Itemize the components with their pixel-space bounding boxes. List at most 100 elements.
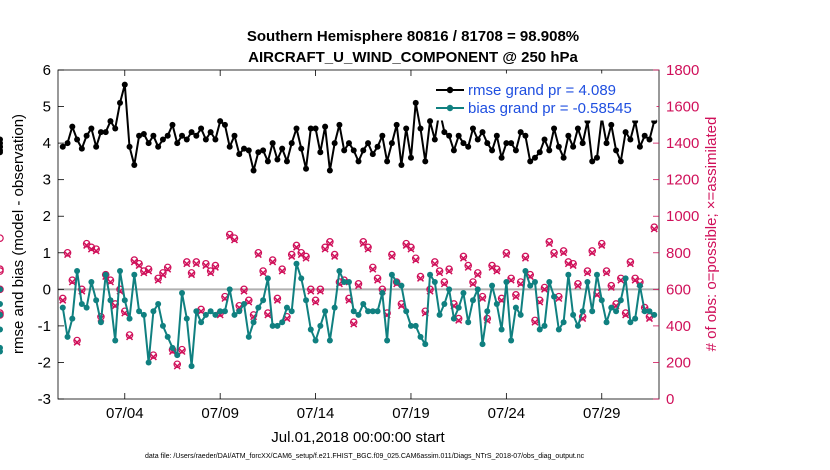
rmse-point [379, 132, 386, 139]
bias-point [527, 282, 534, 289]
obs-assimilated-point [202, 262, 210, 270]
obs-possible-point [392, 278, 401, 286]
rmse-point [427, 118, 434, 125]
bias-point [255, 304, 262, 311]
rmse-point [198, 125, 205, 132]
bias-point [474, 286, 481, 293]
rmse-point [579, 140, 586, 147]
footer-data-file: data file: /Users/raeder/DAI/ATM_forcXX/… [145, 453, 585, 460]
rmse-point [174, 140, 181, 147]
bias-point [403, 308, 410, 315]
obs-assimilated-point [364, 245, 372, 253]
obs-assimilated-point [598, 241, 606, 249]
bias-point [164, 333, 171, 340]
rmse-point [64, 140, 71, 147]
bias-point [560, 319, 567, 326]
obs-assimilated-point [488, 263, 496, 271]
obs-possible-point [240, 285, 248, 294]
rmse-point [446, 132, 453, 139]
y-left-tick-label: -1 [38, 318, 51, 335]
rmse-point [202, 136, 209, 143]
y-right-tick-label: 600 [666, 281, 691, 298]
y-right-tick-label: 800 [666, 245, 691, 262]
rmse-point [541, 136, 548, 143]
bias-point [651, 311, 658, 318]
rmse-point [269, 140, 276, 147]
obs-possible-point [402, 239, 410, 248]
rmse-point [341, 147, 348, 154]
bias-point [574, 322, 581, 329]
bias-point [236, 308, 243, 315]
obs-assimilated-point [173, 362, 181, 370]
obs-possible-point [597, 239, 606, 248]
bias-point [326, 337, 333, 344]
obs-assimilated-point [87, 245, 95, 253]
bias-point [126, 315, 133, 322]
rmse-point [384, 158, 391, 165]
bias-point [202, 311, 209, 318]
obs-assimilated-point [292, 243, 301, 251]
bias-point [508, 337, 515, 344]
bias-point [565, 271, 572, 278]
obs-assimilated-point [188, 271, 196, 279]
chart-title-line1: Southern Hemisphere 80816 / 81708 = 98.9… [247, 28, 579, 45]
obs-assimilated-point [564, 260, 572, 268]
obs-possible-point [545, 238, 554, 246]
rmse-point [279, 145, 286, 152]
obs-assimilated-point [431, 260, 439, 268]
obs-assimilated-point [603, 269, 611, 277]
x-tick-label: 07/09 [201, 405, 239, 422]
plot-frame [57, 69, 660, 400]
obs-possible-point [163, 263, 172, 272]
rmse-point [107, 118, 114, 125]
obs-possible-point [244, 296, 253, 305]
rmse-point [231, 132, 238, 139]
obs-possible-point [173, 360, 182, 369]
obs-assimilated-point [297, 251, 305, 259]
rmse-point [560, 154, 567, 161]
obs-possible-point [431, 258, 439, 266]
bias-point [431, 279, 438, 286]
bias-point [412, 322, 419, 329]
rmse-point [646, 136, 653, 143]
obs-assimilated-point [321, 245, 329, 253]
obs-possible-point [574, 280, 582, 288]
rmse-point [617, 158, 624, 165]
obs-possible-point [388, 250, 396, 259]
rmse-point [83, 132, 90, 139]
rmse-point [183, 136, 190, 143]
rmse-point [245, 147, 252, 154]
obs-possible-point [0, 234, 4, 242]
bias-point [212, 311, 219, 318]
obs-assimilated-point [159, 271, 167, 279]
obs-assimilated-point [416, 274, 425, 282]
obs-possible-point [416, 272, 425, 281]
rmse-point [403, 125, 410, 132]
rmse-point [417, 125, 424, 132]
obs-possible-point [0, 309, 4, 317]
obs-possible-point [178, 345, 186, 354]
bias-point [0, 311, 3, 318]
obs-assimilated-point [350, 320, 358, 328]
obs-assimilated-point [650, 225, 658, 233]
rmse-point [536, 149, 543, 156]
obs-possible-point [278, 265, 286, 274]
y-right-tick-label: 400 [666, 318, 691, 335]
bias-point [360, 300, 367, 307]
obs-possible-point [364, 243, 372, 252]
obs-possible-point [473, 269, 482, 277]
bias-point [350, 308, 357, 315]
bias-point [479, 341, 486, 348]
rmse-point [489, 147, 496, 154]
obs-assimilated-point [359, 240, 367, 248]
obs-possible-point [187, 269, 196, 277]
bias-point [608, 304, 615, 311]
bias-point [603, 319, 610, 326]
bias-point [469, 297, 476, 304]
rmse-point [112, 125, 119, 132]
rmse-point [264, 158, 271, 165]
rmse-point [322, 123, 329, 130]
rmse-point [145, 140, 152, 147]
rmse-point [565, 132, 572, 139]
